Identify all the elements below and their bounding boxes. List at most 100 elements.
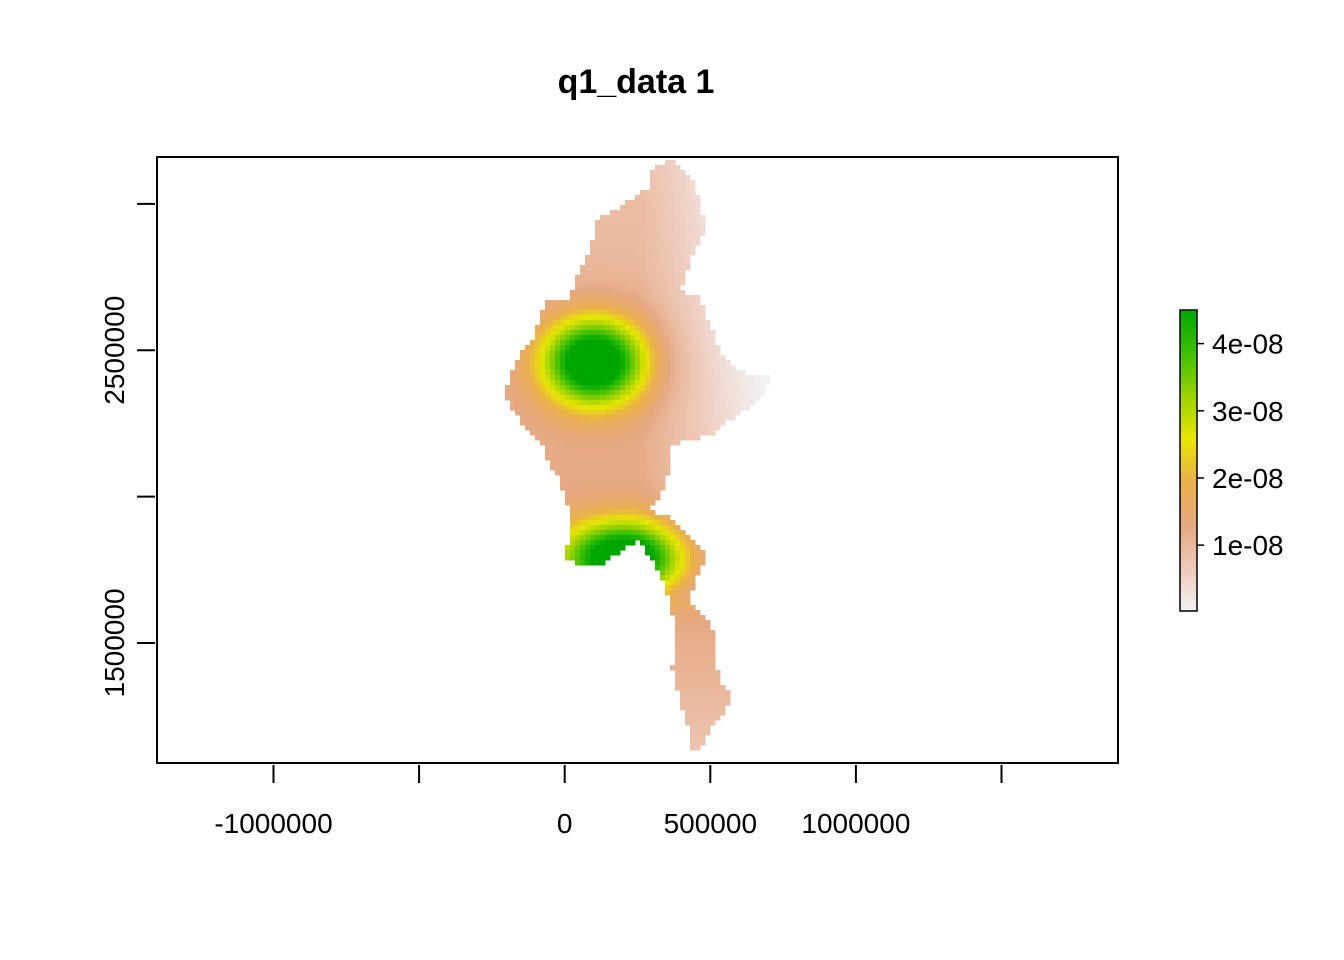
- raster-cell: [680, 395, 686, 401]
- raster-cell: [725, 405, 731, 411]
- raster-cell: [600, 400, 606, 406]
- raster-cell: [650, 315, 656, 321]
- raster-cell: [585, 510, 591, 516]
- raster-cell: [660, 300, 666, 306]
- raster-cell: [650, 500, 656, 506]
- raster-cell: [580, 490, 586, 496]
- raster-cell: [690, 605, 696, 611]
- raster-cell: [595, 230, 601, 236]
- raster-cell: [680, 240, 686, 246]
- raster-cell: [680, 640, 686, 646]
- raster-cell: [675, 400, 681, 406]
- raster-cell: [595, 415, 601, 421]
- raster-cell: [655, 540, 661, 546]
- raster-cell: [665, 165, 671, 171]
- raster-cell: [565, 385, 571, 391]
- raster-cell: [585, 445, 591, 451]
- raster-cell: [665, 320, 671, 326]
- raster-cell: [620, 380, 626, 386]
- raster-cell: [560, 470, 566, 476]
- raster-cell: [555, 345, 561, 351]
- raster-cell: [665, 460, 671, 466]
- raster-cell: [705, 720, 711, 726]
- raster-cell: [650, 235, 656, 241]
- raster-cell: [740, 405, 746, 411]
- raster-cell: [620, 315, 626, 321]
- raster-cell: [600, 520, 606, 526]
- raster-cell: [620, 280, 626, 286]
- raster-cell: [655, 285, 661, 291]
- raster-cell: [690, 250, 696, 256]
- raster-cell: [540, 345, 546, 351]
- raster-cell: [645, 320, 651, 326]
- raster-cell: [640, 280, 646, 286]
- raster-cell: [565, 395, 571, 401]
- raster-cell: [620, 210, 626, 216]
- raster-cell: [645, 330, 651, 336]
- raster-cell: [570, 495, 576, 501]
- raster-cell: [665, 315, 671, 321]
- raster-cell: [590, 355, 596, 361]
- raster-cell: [625, 455, 631, 461]
- raster-cell: [675, 195, 681, 201]
- raster-cell: [640, 415, 646, 421]
- raster-cell: [690, 745, 696, 751]
- raster-cell: [640, 410, 646, 416]
- raster-cell: [625, 385, 631, 391]
- raster-cell: [635, 430, 641, 436]
- raster-cell: [680, 255, 686, 261]
- raster-cell: [600, 330, 606, 336]
- raster-cell: [710, 360, 716, 366]
- raster-cell: [680, 310, 686, 316]
- raster-cell: [625, 225, 631, 231]
- raster-cell: [565, 325, 571, 331]
- raster-cell: [665, 365, 671, 371]
- raster-cell: [645, 270, 651, 276]
- raster-cell: [520, 375, 526, 381]
- raster-cell: [675, 585, 681, 591]
- raster-cell: [695, 620, 701, 626]
- raster-cell: [675, 185, 681, 191]
- raster-cell: [625, 470, 631, 476]
- raster-cell: [665, 540, 671, 546]
- raster-cell: [610, 365, 616, 371]
- raster-cell: [640, 315, 646, 321]
- raster-cell: [660, 535, 666, 541]
- raster-cell: [525, 410, 531, 416]
- raster-cell: [575, 480, 581, 486]
- raster-cell: [605, 235, 611, 241]
- raster-cell: [630, 375, 636, 381]
- raster-cell: [615, 495, 621, 501]
- raster-cell: [570, 380, 576, 386]
- raster-cell: [740, 400, 746, 406]
- raster-cell: [570, 480, 576, 486]
- raster-cell: [635, 320, 641, 326]
- raster-cell: [710, 720, 716, 726]
- raster-cell: [715, 425, 721, 431]
- raster-cell: [700, 340, 706, 346]
- raster-cell: [640, 470, 646, 476]
- raster-cell: [640, 360, 646, 366]
- raster-cell: [690, 190, 696, 196]
- raster-cell: [610, 550, 616, 556]
- raster-cell: [720, 385, 726, 391]
- raster-cell: [685, 655, 691, 661]
- raster-cell: [530, 420, 536, 426]
- raster-cell: [610, 375, 616, 381]
- raster-cell: [600, 345, 606, 351]
- raster-cell: [605, 280, 611, 286]
- raster-cell: [640, 440, 646, 446]
- raster-cell: [620, 515, 626, 521]
- raster-cell: [610, 315, 616, 321]
- raster-cell: [750, 380, 756, 386]
- raster-cell: [635, 240, 641, 246]
- raster-cell: [625, 475, 631, 481]
- raster-cell: [535, 355, 541, 361]
- raster-cell: [595, 260, 601, 266]
- raster-cell: [625, 360, 631, 366]
- raster-cell: [580, 515, 586, 521]
- raster-cell: [660, 485, 666, 491]
- raster-cell: [730, 400, 736, 406]
- raster-cell: [685, 715, 691, 721]
- raster-cell: [640, 530, 646, 536]
